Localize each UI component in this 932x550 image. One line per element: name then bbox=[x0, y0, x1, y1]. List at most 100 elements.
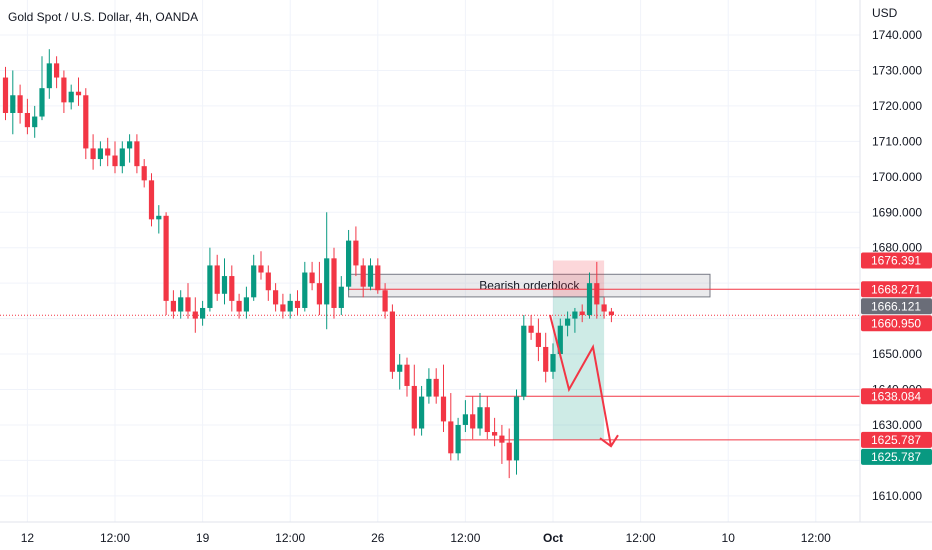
y-tick-label: 1730.000 bbox=[872, 63, 922, 77]
candle-body bbox=[513, 396, 520, 461]
y-tick-label: 1740.000 bbox=[872, 28, 922, 42]
candle bbox=[221, 258, 228, 305]
candle bbox=[397, 354, 403, 390]
candle-body bbox=[455, 424, 461, 454]
price-tag-label: 1638.084 bbox=[871, 389, 921, 403]
x-tick-label: 12:00 bbox=[801, 531, 831, 545]
candle-body bbox=[375, 265, 381, 291]
candle-body bbox=[265, 272, 271, 291]
candle-body bbox=[353, 240, 359, 266]
candle-body bbox=[565, 318, 571, 326]
candle-body bbox=[492, 432, 498, 436]
candle-body bbox=[462, 414, 468, 425]
candle-body bbox=[24, 112, 30, 128]
price-tag-bg bbox=[861, 315, 932, 332]
candle bbox=[346, 229, 352, 291]
candle-body bbox=[309, 272, 315, 284]
y-tick-label: 1630.000 bbox=[872, 418, 922, 432]
candle bbox=[83, 88, 89, 160]
projection-arrowhead bbox=[599, 434, 619, 448]
price-tag-label: 1666.121 bbox=[871, 299, 921, 313]
price-tag: 1666.121 bbox=[861, 298, 932, 315]
candle bbox=[550, 343, 556, 379]
horizontal-lines[interactable] bbox=[0, 288, 860, 441]
candle bbox=[163, 212, 169, 316]
candle-body bbox=[346, 240, 352, 287]
candle-body bbox=[572, 311, 578, 319]
candle-body bbox=[17, 95, 23, 113]
candle bbox=[54, 56, 60, 89]
projection-line bbox=[549, 314, 612, 447]
candle bbox=[543, 332, 549, 383]
y-tick-label: 1710.000 bbox=[872, 134, 922, 148]
candle bbox=[499, 424, 505, 464]
candle-body bbox=[411, 385, 417, 429]
candle bbox=[265, 265, 271, 301]
short-position-tool[interactable] bbox=[553, 260, 605, 440]
price-tag-label: 1625.787 bbox=[871, 433, 921, 447]
candle-body bbox=[97, 148, 103, 160]
candle bbox=[404, 357, 410, 397]
bearish-orderblock[interactable]: Bearish orderblock bbox=[348, 273, 711, 298]
candle bbox=[338, 276, 344, 316]
candle-body bbox=[134, 141, 140, 167]
candle-body bbox=[119, 148, 125, 167]
candle bbox=[17, 84, 23, 124]
candle-body bbox=[280, 304, 286, 312]
candle bbox=[243, 286, 249, 319]
candle-body bbox=[229, 276, 235, 301]
candle bbox=[601, 297, 607, 319]
price-tag-bg bbox=[861, 281, 932, 298]
candle-body bbox=[127, 141, 133, 149]
y-tick-label: 1690.000 bbox=[872, 205, 922, 219]
y-tick-label: 1680.000 bbox=[872, 241, 922, 255]
x-tick-label: 10 bbox=[722, 531, 736, 545]
candle bbox=[521, 315, 527, 401]
candle bbox=[535, 318, 541, 362]
candle-body bbox=[426, 378, 432, 397]
candle-body bbox=[75, 91, 82, 96]
candle-body bbox=[521, 325, 527, 397]
candle-body bbox=[397, 364, 403, 372]
candle bbox=[185, 283, 191, 319]
candle bbox=[302, 261, 308, 312]
x-tick-label: Oct bbox=[543, 531, 563, 545]
candle-body bbox=[54, 63, 60, 78]
candle bbox=[360, 258, 366, 298]
candle bbox=[513, 389, 520, 475]
candle bbox=[200, 300, 206, 326]
candle bbox=[251, 254, 257, 301]
candle-body bbox=[258, 265, 264, 273]
candle-body bbox=[251, 265, 257, 298]
candle bbox=[426, 368, 432, 404]
candle-body bbox=[185, 297, 191, 312]
candle bbox=[61, 70, 67, 113]
candle-body bbox=[389, 311, 395, 372]
price-tag: 1668.271 bbox=[861, 281, 932, 298]
candle-body bbox=[68, 91, 74, 103]
candle bbox=[528, 315, 534, 340]
candle bbox=[119, 141, 125, 174]
candle-body bbox=[61, 77, 67, 103]
candle bbox=[68, 84, 74, 110]
chart-title: Gold Spot / U.S. Dollar, 4h, OANDA bbox=[8, 10, 198, 24]
candles bbox=[2, 49, 614, 479]
candle-body bbox=[148, 180, 155, 220]
candle-body bbox=[433, 378, 439, 397]
candle-body bbox=[324, 258, 330, 305]
candle bbox=[419, 385, 425, 436]
price-tag: 1625.787 bbox=[861, 431, 932, 448]
candle-body bbox=[448, 421, 454, 454]
x-tick-label: 12:00 bbox=[275, 531, 305, 545]
y-tick-label: 1720.000 bbox=[872, 99, 922, 113]
time-axis[interactable]: 12 12:00 19 12:00 26 12:00 Oct 12:00 10 12:00 bbox=[21, 531, 831, 545]
candle bbox=[506, 428, 512, 479]
projection-path[interactable] bbox=[549, 314, 619, 448]
candle-body bbox=[178, 297, 184, 312]
candle-body bbox=[10, 95, 16, 113]
y-tick-label: 1610.000 bbox=[872, 489, 922, 503]
candle bbox=[579, 304, 585, 323]
price-tag: 1638.084 bbox=[861, 388, 932, 405]
candle bbox=[586, 272, 593, 319]
